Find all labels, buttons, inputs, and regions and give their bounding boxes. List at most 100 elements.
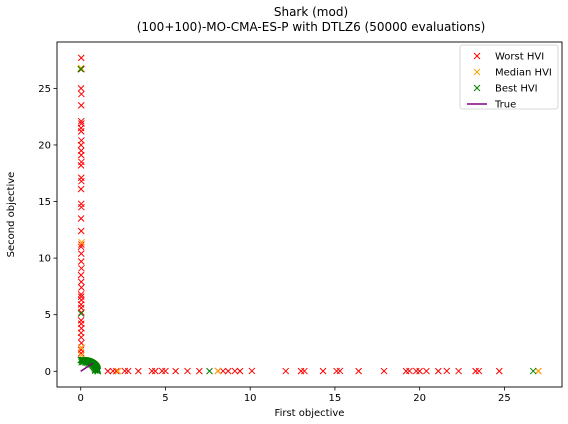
data-point-worst-hvi <box>219 367 227 375</box>
data-point-worst-hvi <box>406 367 413 375</box>
data-point-worst-hvi <box>112 367 120 375</box>
y-tick-label: 0 <box>45 367 51 378</box>
data-point-worst-hvi <box>77 258 85 265</box>
y-tick-label: 25 <box>38 84 51 95</box>
series-line-true <box>80 362 94 372</box>
data-point-best-hvi <box>91 367 99 374</box>
y-ticks: 0 5 10 15 20 25 <box>38 84 57 378</box>
data-point-worst-hvi <box>77 54 85 62</box>
data-point-best-hvi <box>91 364 99 372</box>
y-axis-label: Second objective <box>6 172 17 258</box>
data-point-worst-hvi <box>77 141 85 149</box>
legend-label: Best HVI <box>495 84 538 95</box>
data-point-worst-hvi <box>380 367 388 375</box>
legend-item-true: True <box>467 100 516 111</box>
data-point-worst-hvi <box>78 264 85 272</box>
chart-title-group: Shark (mod) (100+100)-MO-CMA-ES-P with D… <box>137 5 486 34</box>
y-tick-label: 15 <box>38 197 51 208</box>
legend-swatch <box>473 84 481 92</box>
data-point-worst-hvi <box>77 227 85 235</box>
data-point-worst-hvi <box>423 367 430 375</box>
data-point-median-hvi <box>77 64 85 72</box>
x-ticks: 0 5 10 15 20 25 <box>78 387 511 404</box>
legend-swatch <box>473 68 481 76</box>
data-point-median-hvi <box>534 367 542 375</box>
data-point-worst-hvi <box>77 151 85 159</box>
x-tick-label: 5 <box>162 393 168 404</box>
data-point-worst-hvi <box>77 333 85 341</box>
data-point-median-hvi <box>214 367 222 375</box>
chart-subtitle: (100+100)-MO-CMA-ES-P with DTLZ6 (50000 … <box>137 20 486 34</box>
axes-frame <box>56 41 563 388</box>
data-point-worst-hvi <box>336 367 344 375</box>
data-point-worst-hvi <box>78 177 85 185</box>
chart-title: Shark (mod) <box>274 5 348 19</box>
data-point-worst-hvi <box>151 367 159 375</box>
data-point-median-hvi <box>77 344 85 351</box>
x-tick-label: 25 <box>498 393 511 404</box>
data-point-worst-hvi <box>77 128 85 135</box>
x-tick-label: 15 <box>329 393 342 404</box>
data-point-worst-hvi <box>434 367 442 375</box>
data-point-worst-hvi <box>78 203 85 211</box>
data-point-worst-hvi <box>319 367 327 375</box>
legend-item-worst-hvi: Worst HVI <box>473 52 544 63</box>
data-point-worst-hvi <box>475 367 483 375</box>
x-axis-label: First objective <box>275 408 345 419</box>
x-tick-label: 20 <box>413 393 426 404</box>
series-median-hvi <box>77 64 542 375</box>
data-point-worst-hvi <box>104 367 112 375</box>
data-point-worst-hvi <box>495 367 503 375</box>
data-point-worst-hvi <box>184 367 191 375</box>
data-point-worst-hvi <box>195 367 203 375</box>
legend-swatch <box>473 52 481 60</box>
x-tick-label: 10 <box>244 393 257 404</box>
legend-label: Median HVI <box>495 68 552 79</box>
legend-item-median-hvi: Median HVI <box>473 68 552 79</box>
data-point-worst-hvi <box>443 367 451 375</box>
data-point-worst-hvi <box>77 117 85 125</box>
data-point-worst-hvi <box>78 90 85 98</box>
data-point-worst-hvi <box>77 215 85 222</box>
data-point-worst-hvi <box>162 367 169 375</box>
data-point-best-hvi <box>77 310 85 317</box>
data-point-worst-hvi <box>77 85 85 92</box>
data-point-worst-hvi <box>77 161 85 169</box>
data-point-best-hvi <box>529 367 537 375</box>
y-tick-label: 5 <box>45 310 51 321</box>
legend-label: Worst HVI <box>495 52 544 63</box>
data-point-worst-hvi <box>77 250 85 257</box>
data-point-worst-hvi <box>77 349 85 357</box>
data-point-best-hvi <box>77 65 85 73</box>
y-tick-label: 10 <box>38 254 51 265</box>
data-point-worst-hvi <box>301 367 308 375</box>
data-point-worst-hvi <box>416 367 424 375</box>
data-point-worst-hvi <box>78 309 85 316</box>
data-point-worst-hvi <box>77 185 85 193</box>
legend: Worst HVI Median HVI Best HVI True <box>459 44 559 111</box>
data-point-worst-hvi <box>224 367 232 375</box>
data-point-worst-hvi <box>248 367 256 375</box>
data-point-best-hvi <box>206 367 213 375</box>
data-point-worst-hvi <box>455 367 462 375</box>
series-best-hvi <box>77 65 537 375</box>
data-point-median-hvi <box>78 238 85 246</box>
legend-box <box>459 44 559 110</box>
data-point-worst-hvi <box>77 278 85 286</box>
series-worst-hvi <box>77 54 542 375</box>
data-point-worst-hvi <box>355 367 362 375</box>
data-point-median-hvi <box>114 367 122 375</box>
series-true <box>80 362 94 372</box>
data-point-worst-hvi <box>172 367 179 375</box>
data-point-worst-hvi <box>134 367 142 375</box>
data-point-worst-hvi <box>282 367 290 375</box>
y-tick-label: 20 <box>38 140 51 151</box>
data-point-worst-hvi <box>236 367 244 375</box>
legend-label: True <box>494 100 516 111</box>
x-tick-label: 0 <box>78 393 84 404</box>
data-point-worst-hvi <box>77 102 85 109</box>
data-point-worst-hvi <box>77 290 85 298</box>
data-point-worst-hvi <box>78 241 85 248</box>
data-point-worst-hvi <box>77 271 85 279</box>
